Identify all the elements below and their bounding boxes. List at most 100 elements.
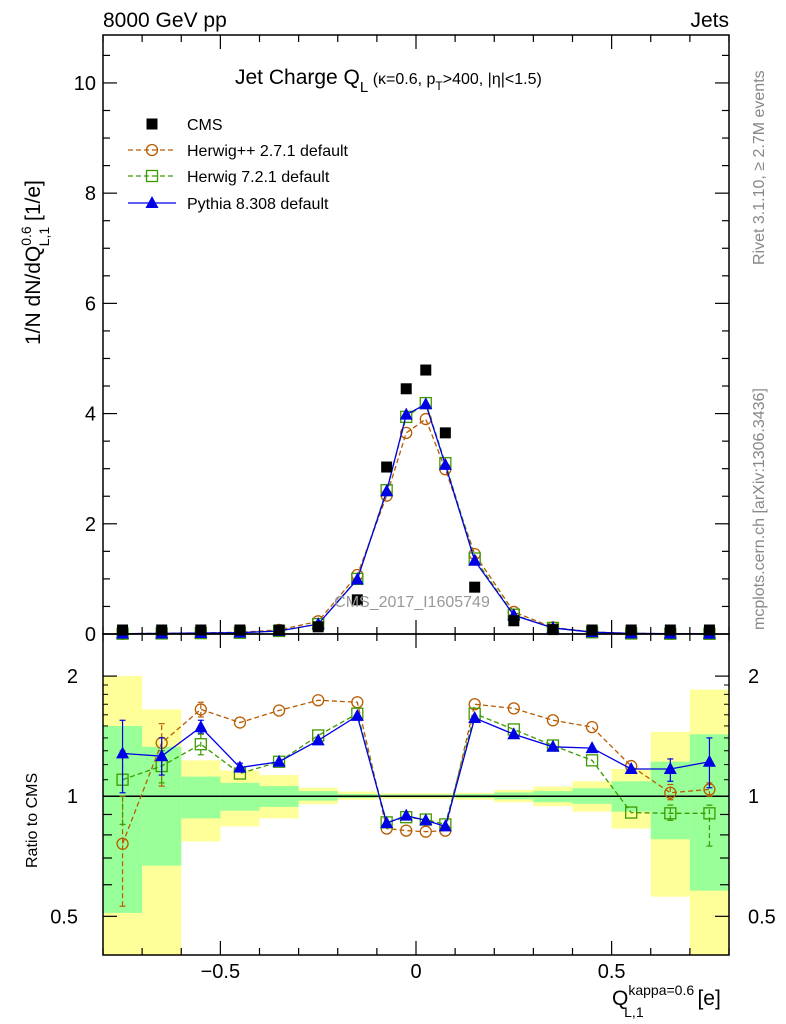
point-cms: [703, 624, 715, 636]
band-stat-bin: [181, 776, 221, 819]
title-part: Jet Charge Q: [235, 66, 360, 89]
legend-label-herwigpp: Herwig++ 2.7.1 default: [187, 143, 349, 160]
title-part: (κ=0.6, p: [368, 71, 435, 88]
point-cms: [469, 581, 481, 593]
point-cms: [625, 624, 637, 636]
ratio-point-herwigpp: [546, 714, 560, 727]
legend-label-pythia: Pythia 8.308 default: [187, 196, 329, 213]
ratio-point-pythia: [272, 754, 286, 767]
legend-label-cms: CMS: [187, 117, 223, 134]
ratio-tick-label-left: 1: [67, 786, 78, 808]
point-cms: [586, 624, 598, 636]
point-cms: [420, 364, 432, 376]
ratio-tick-label-right: 2: [748, 666, 759, 688]
ratio-point-pythia: [624, 762, 638, 775]
ratio-point-herwigpp: [194, 703, 207, 716]
xlabel-part: Q: [612, 987, 628, 1010]
ratio-tick-label-left: 0.5: [50, 906, 78, 928]
ratio-point-herwigpp: [585, 720, 599, 734]
point-cms: [508, 615, 520, 627]
x-tick-label: 0: [410, 961, 421, 983]
ratio-point-pythia: [468, 711, 482, 724]
ratio-y-label: Ratio to CMS: [24, 773, 41, 868]
point-pythia: [438, 457, 452, 470]
line-pythia: [122, 403, 710, 635]
ratio-tick-label-left: 2: [67, 666, 78, 688]
point-cms: [381, 461, 393, 473]
ratio-point-pythia: [194, 720, 208, 733]
ratio-line-herwigpp: [121, 699, 710, 845]
xlabel-sup: kappa=0.6: [628, 982, 694, 998]
ratio-line-pythia: [122, 714, 710, 828]
mcplots-label: mcplots.cern.ch [arXiv:1306.3436]: [751, 388, 768, 630]
x-tick-label: 0.5: [598, 961, 626, 983]
point-cms: [664, 624, 676, 636]
point-cms: [156, 624, 168, 636]
ylabel-sub: L,1: [36, 227, 52, 247]
header-right: Jets: [690, 9, 729, 32]
header-left: 8000 GeV pp: [103, 9, 227, 32]
xlabel-part: [e]: [692, 987, 721, 1010]
ylabel-part: [1/e]: [22, 180, 45, 227]
x-axis-label: Qkappa=0.6 L,1 [e]: [612, 982, 721, 1020]
ratio-point-herwigpp: [233, 716, 247, 729]
title-sub: T: [435, 79, 443, 93]
legend: CMS Herwig++ 2.7.1 default Herwig 7.2.1 …: [128, 117, 349, 213]
y-tick-label: 6: [85, 293, 96, 315]
watermark: CMS_2017_I1605749: [334, 594, 490, 611]
point-pythia: [380, 484, 394, 497]
point-cms: [351, 594, 363, 606]
point-herwigpp: [400, 426, 413, 440]
ratio-point-herwigpp: [664, 786, 677, 799]
ratio-point-herwigpp: [272, 704, 286, 717]
ratio-point-pythia: [311, 733, 325, 746]
point-cms: [234, 624, 246, 636]
ratio-point-pythia: [350, 708, 364, 721]
y-tick-label: 0: [85, 624, 96, 646]
ratio-point-pythia: [380, 816, 394, 829]
ratio-point-pythia: [585, 741, 599, 754]
legend-marker-herwig7: [145, 169, 159, 183]
legend-marker-cms: [146, 118, 158, 130]
ratio-tick-label-right: 0.5: [748, 906, 776, 928]
ratio-point-herwig7: [194, 738, 207, 751]
y-tick-label: 8: [85, 183, 96, 205]
point-pythia: [419, 397, 433, 410]
line-herwigpp: [122, 418, 710, 635]
ratio-point-pythia: [507, 727, 521, 740]
point-cms: [195, 624, 207, 636]
ratio-point-pythia: [116, 746, 130, 759]
ratio-point-herwig7: [703, 807, 716, 820]
point-cms: [547, 624, 559, 636]
ratio-point-pythia: [702, 754, 716, 767]
y-axis-label: 1/N dN/dQ0.6 L,1 [1/e]: [18, 180, 52, 345]
point-pythia: [399, 407, 413, 420]
legend-label-herwig7: Herwig 7.2.1 default: [187, 169, 330, 186]
point-cms: [117, 624, 129, 636]
y-tick-label: 4: [85, 404, 96, 426]
ratio-point-pythia: [233, 760, 247, 773]
ratio-point-herwig7: [585, 754, 599, 767]
ratio-point-pythia: [546, 739, 560, 752]
point-cms: [273, 624, 285, 636]
y-tick-label: 10: [74, 73, 96, 95]
title-part: >400, |η|<1.5): [443, 71, 542, 88]
ratio-point-pythia: [438, 819, 452, 832]
ratio-point-herwigpp: [400, 824, 413, 837]
ylabel-part: 1/N dN/dQ: [22, 246, 45, 345]
ratio-point-herwigpp: [507, 702, 520, 715]
ratio-point-pythia: [663, 762, 677, 775]
ratio-point-pythia: [155, 749, 169, 762]
point-pythia: [350, 572, 364, 585]
ratio-point-herwigpp: [312, 694, 325, 707]
ratio-point-herwig7: [664, 807, 677, 820]
ratio-point-herwigpp: [419, 825, 432, 838]
title-sub: L: [360, 79, 368, 96]
chart-title: Jet Charge QL (κ=0.6, pT>400, |η|<1.5): [235, 66, 542, 96]
ratio-point-herwig7: [625, 806, 638, 819]
ratio-point-herwigpp: [468, 698, 481, 711]
point-cms: [439, 427, 451, 439]
